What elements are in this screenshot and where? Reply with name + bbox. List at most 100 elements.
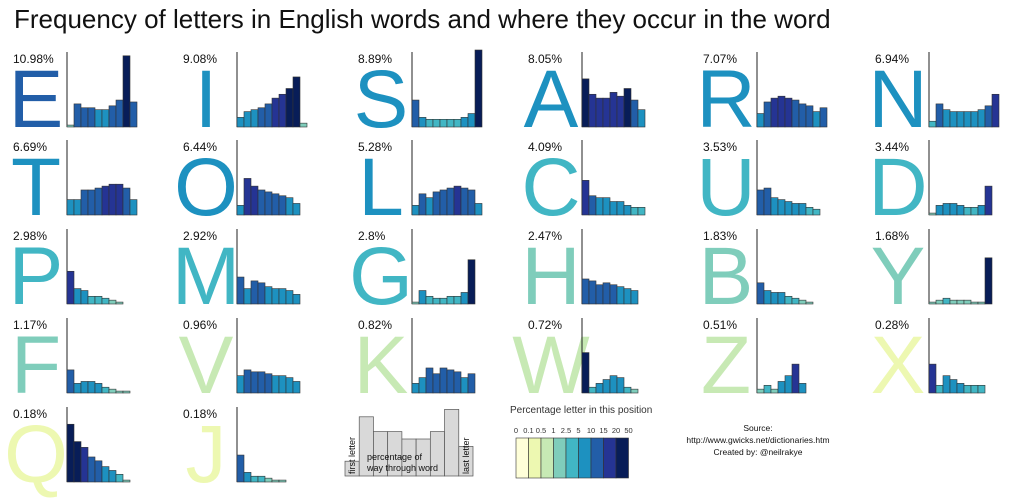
position-bar: [949, 379, 958, 394]
position-bar: [805, 207, 814, 216]
position-bar: [243, 111, 252, 128]
letter-panel-k: K0.82%: [354, 318, 476, 411]
position-bar: [977, 205, 986, 216]
position-bar: [784, 97, 793, 128]
position-bar: [264, 286, 273, 305]
position-bar: [87, 456, 96, 483]
position-bar: [418, 377, 427, 394]
position-bar: [250, 109, 259, 128]
position-bar: [425, 367, 434, 394]
position-bar: [467, 373, 476, 394]
letter-panel-e: E10.98%: [9, 52, 138, 145]
position-bar: [798, 203, 807, 216]
position-bar: [411, 205, 420, 216]
legend-tick-label: 15: [599, 426, 607, 435]
position-bar: [425, 119, 434, 128]
position-bar: [250, 185, 259, 216]
letter-panel-i: I9.08%: [183, 52, 308, 145]
position-bar: [460, 377, 469, 394]
letter-panel-t: T6.69%: [11, 140, 138, 233]
big-letter: D: [868, 142, 927, 233]
legend-swatch: [528, 437, 542, 479]
position-bar: [115, 390, 124, 394]
letter-panel-x: X0.28%: [871, 318, 986, 411]
position-bar: [935, 103, 944, 128]
position-bar: [257, 475, 266, 483]
position-bar: [770, 97, 779, 128]
position-bar: [432, 191, 441, 216]
legend-tick-label: 0: [514, 426, 518, 435]
position-bar: [425, 197, 434, 216]
position-bar: [812, 111, 821, 128]
frequency-label: 8.89%: [358, 52, 392, 66]
frequency-label: 1.17%: [13, 318, 47, 332]
position-bar: [257, 371, 266, 394]
position-bar: [453, 185, 462, 216]
position-bar: [984, 185, 993, 216]
position-bar: [101, 109, 110, 128]
position-bar: [129, 199, 138, 216]
position-bar: [264, 477, 273, 483]
position-bar: [791, 363, 800, 394]
position-bar: [956, 383, 965, 394]
position-bar: [756, 282, 765, 305]
position-bar: [236, 375, 245, 394]
position-bar: [609, 375, 618, 394]
source-credit: Created by: @neilrakye: [713, 447, 803, 457]
position-bar: [777, 292, 786, 305]
position-bar: [446, 295, 455, 305]
big-letter: X: [871, 320, 926, 411]
big-letter: I: [195, 54, 218, 145]
position-bar: [942, 375, 951, 394]
frequency-label: 5.28%: [358, 140, 392, 154]
position-bar: [101, 386, 110, 394]
position-bar: [66, 124, 75, 128]
letter-panel-r: R7.07%: [696, 52, 828, 145]
letter-panel-f: F1.17%: [11, 318, 131, 411]
key-bar: [458, 446, 474, 477]
legend-swatch: [540, 437, 554, 479]
position-bar: [756, 189, 765, 216]
position-bar: [616, 377, 625, 394]
position-bar: [94, 187, 103, 216]
position-bar: [770, 388, 779, 394]
position-bar: [80, 381, 89, 394]
position-bar: [299, 122, 308, 128]
big-letter: O: [174, 142, 238, 233]
position-bar: [756, 388, 765, 394]
position-bar: [977, 109, 986, 128]
position-bar: [453, 295, 462, 305]
big-letter: M: [172, 231, 240, 322]
position-bar: [257, 189, 266, 216]
position-bar: [798, 299, 807, 305]
frequency-label: 0.96%: [183, 318, 217, 332]
position-bar: [970, 207, 979, 216]
position-bar: [474, 203, 483, 216]
position-bar: [977, 301, 986, 305]
position-bar: [278, 195, 287, 216]
position-bar: [935, 205, 944, 216]
position-bar: [94, 383, 103, 394]
position-bar: [108, 183, 117, 216]
position-bar: [609, 92, 618, 128]
position-bar: [984, 257, 993, 305]
position-bar: [609, 201, 618, 216]
color-legend: Percentage letter in this position 0 0.1 0.…: [510, 405, 652, 479]
position-bar: [411, 383, 420, 394]
source-label: Source:: [743, 423, 773, 433]
letter-panel-b: B1.83%: [699, 229, 814, 322]
position-bar: [432, 119, 441, 128]
legend-swatch: [603, 437, 617, 479]
frequency-label: 4.09%: [528, 140, 562, 154]
legend-title: Percentage letter in this position: [510, 405, 652, 416]
position-bar: [942, 109, 951, 128]
position-bar: [616, 286, 625, 305]
position-bar: [108, 105, 117, 128]
position-bar: [581, 278, 590, 305]
position-bar: [942, 297, 951, 305]
position-bar: [630, 388, 639, 394]
position-bar: [446, 369, 455, 394]
legend-tick-label: 20: [612, 426, 620, 435]
position-bar: [763, 187, 772, 216]
position-bar: [784, 375, 793, 394]
